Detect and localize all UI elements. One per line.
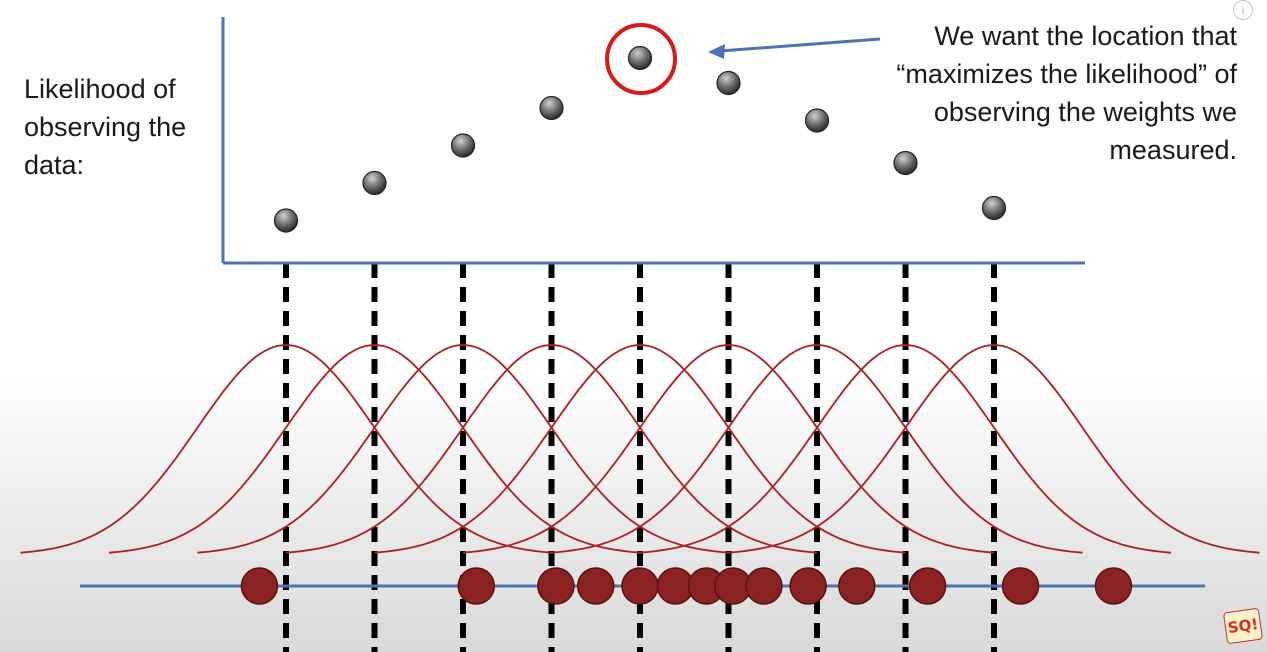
observed-weight-point-4 [577, 567, 615, 605]
observed-weight-point-11 [838, 567, 876, 605]
likelihood-point-6 [716, 70, 741, 96]
likelihood-points [273, 45, 1007, 233]
observed-weight-point-5 [621, 567, 659, 605]
callout-text: We want the location that “maximizes the… [896, 21, 1237, 165]
observed-weight-point-14 [1094, 567, 1133, 605]
likelihood-point-1 [273, 208, 299, 233]
likelihood-point-2 [362, 170, 387, 196]
likelihood-point-5 [627, 45, 653, 71]
normal-curve-7 [551, 344, 1083, 554]
likelihood-point-9 [981, 195, 1007, 221]
channel-logo: SQ! [1222, 607, 1264, 645]
likelihood-axis-label: Likelihood of observing the data: [24, 74, 187, 180]
observed-weight-point-2 [457, 567, 496, 605]
arrow-head-icon [708, 44, 725, 59]
max-highlight-circle [605, 23, 677, 95]
normal-curve-6 [462, 344, 995, 554]
normal-curves [20, 344, 1260, 554]
likelihood-axes [221, 17, 1085, 265]
normal-curve-8 [639, 344, 1172, 554]
callout-arrow [719, 37, 881, 53]
observed-weight-point-1 [240, 567, 279, 605]
observed-weight-point-13 [1001, 567, 1040, 605]
info-icon[interactable]: i [1233, 0, 1253, 20]
observed-weight-point-10 [789, 567, 827, 605]
likelihood-point-7 [804, 108, 830, 133]
likelihood-point-3 [450, 133, 476, 158]
likelihood-point-8 [893, 150, 918, 176]
observed-weight-point-12 [908, 567, 947, 605]
normal-curve-9 [728, 344, 1260, 554]
observed-weight-point-3 [537, 567, 575, 605]
observed-weight-point-9 [745, 567, 783, 605]
likelihood-point-4 [539, 95, 564, 121]
observed-weights [240, 567, 1133, 605]
max-highlight [605, 23, 881, 95]
